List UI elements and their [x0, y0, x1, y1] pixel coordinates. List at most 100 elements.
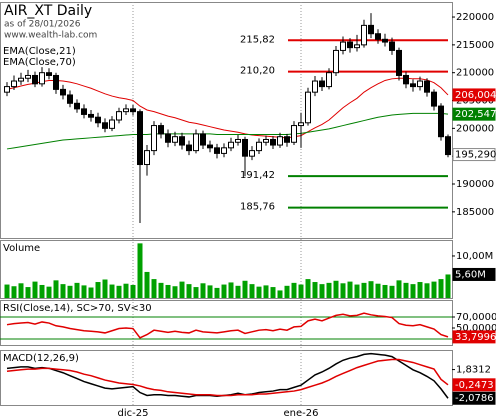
value-label-box [452, 391, 496, 405]
volume-bar [193, 287, 199, 298]
volume-bar [221, 284, 227, 298]
value-label-box [452, 148, 496, 162]
candle-body [109, 119, 115, 129]
volume-bar [235, 285, 241, 298]
volume-bar [417, 282, 423, 298]
candle-body [32, 74, 38, 85]
x-tick-label: dic-25 [118, 408, 149, 419]
volume-bar [284, 285, 290, 298]
candle-body [46, 72, 52, 76]
candle-body [242, 138, 248, 157]
y-tick-label: 70,0000 [456, 312, 496, 323]
candle-body [53, 74, 59, 90]
volume-bar [228, 282, 234, 298]
volume-bar [368, 281, 374, 298]
value-label-box [452, 378, 496, 392]
legend-entry: EMA(Close,21) [3, 46, 76, 57]
candle-body [382, 38, 388, 43]
volume-bar [242, 280, 248, 298]
volume-bar [95, 282, 101, 298]
volume-bar [340, 283, 346, 298]
volume-bar [277, 290, 283, 298]
candle-body [249, 150, 255, 157]
candle-body [116, 111, 122, 121]
volume-bar [431, 281, 437, 298]
volume-bar [214, 287, 220, 298]
volume-bar [81, 285, 87, 298]
volume-bar [4, 284, 10, 298]
value-label: -0,2473 [455, 380, 494, 391]
value-label: 5,60M [455, 269, 486, 280]
candle-body [277, 136, 283, 146]
y-tick-label: 190000 [456, 179, 494, 190]
level-label: 210,20 [240, 66, 275, 77]
volume-bar [165, 284, 171, 298]
candle-body [424, 80, 430, 93]
candle-body [39, 72, 45, 85]
candle-body [193, 133, 199, 152]
candle-body [347, 41, 353, 49]
panel-title: MACD(12,26,9) [3, 353, 79, 364]
x-tick-label: ene-26 [284, 408, 319, 419]
candle-body [354, 44, 360, 49]
candle-body [298, 122, 304, 127]
volume-bar [109, 284, 115, 298]
candle-body [11, 80, 17, 88]
panel-title: Volume [3, 243, 40, 254]
volume-bar [396, 280, 402, 298]
candle-body [67, 94, 73, 104]
candle-body [172, 136, 178, 143]
value-label-box [452, 88, 496, 102]
volume-bar [74, 282, 80, 298]
candle-body [207, 144, 213, 149]
candle-body [123, 108, 129, 113]
volume-bar [144, 271, 150, 298]
volume-bar [410, 284, 416, 298]
volume-bar [60, 284, 66, 298]
volume-bar [361, 282, 367, 298]
candle-body [151, 125, 157, 152]
volume-bar [312, 282, 318, 298]
level-label: 191,42 [240, 170, 275, 181]
candle-body [25, 74, 31, 79]
volume-bar [158, 282, 164, 298]
candle-body [263, 138, 269, 143]
legend-entry: EMA(Close,70) [3, 57, 76, 68]
volume-bar [298, 284, 304, 298]
volume-bar [102, 279, 108, 298]
value-label: 202,547 [455, 109, 496, 120]
volume-bar [11, 286, 17, 298]
candle-body [312, 80, 318, 93]
volume-bar [179, 281, 185, 298]
candle-body [235, 138, 241, 143]
candle-body [137, 111, 143, 166]
level-label: 185,76 [240, 202, 275, 213]
ema-line [6, 112, 449, 150]
volume-bar [32, 281, 38, 298]
candle-body [158, 125, 164, 135]
chart-subtitle: as of 28/01/2026 [4, 20, 81, 30]
candle-body [179, 136, 185, 146]
candle-body [305, 91, 311, 124]
volume-bar [46, 286, 52, 298]
volume-bar [123, 283, 129, 298]
candle-body [333, 49, 339, 74]
volume-bar [438, 279, 444, 298]
volume-bar [151, 279, 157, 298]
value-label: 33,7996 [455, 332, 496, 343]
indicator-line [6, 312, 449, 339]
volume-bar [25, 287, 31, 298]
candle-body [389, 41, 395, 51]
candle-body [396, 49, 402, 76]
volume-bar [263, 285, 269, 298]
volume-bar [326, 282, 332, 298]
volume-bar [116, 285, 122, 298]
candle-body [144, 150, 150, 166]
volume-bar [67, 285, 73, 298]
volume-bar [305, 279, 311, 298]
y-tick-label: 200000 [456, 123, 494, 134]
candle-body [319, 80, 325, 88]
volume-bar [130, 284, 136, 298]
